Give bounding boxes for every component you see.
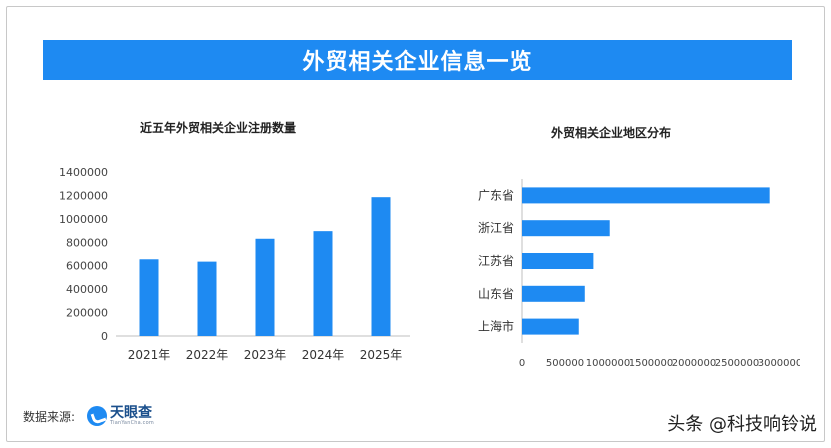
y-tick-label: 1200000 [60,189,108,202]
registration-chart: 0 200000 400000 600000 800000 1000000 1200000 1… [60,166,410,362]
x-tick-label: 2025年 [360,348,403,362]
bar [522,318,579,335]
bar [139,259,159,336]
registration-chart-title: 近五年外贸相关企业注册数量 [140,121,297,135]
data-source: 数据来源: 天眼查 TianYanCha.com [23,406,154,426]
banner-title: 外贸相关企业信息一览 [302,50,533,75]
bar [522,253,594,269]
tianyancha-logo: 天眼查 TianYanCha.com [87,406,154,426]
bar [522,220,610,237]
region-chart-title: 外贸相关企业地区分布 [551,126,672,140]
bar [255,238,275,336]
title-banner: 外贸相关企业信息一览 [43,40,792,80]
watermark: 头条 @科技响铃说 [667,414,817,435]
x-tick-label: 2500000 [715,358,760,369]
x-tick-label: 2024年 [302,348,345,362]
y-tick-label: 600000 [66,260,108,273]
y-tick-label: 广东省 [478,188,514,202]
bar [371,197,391,336]
bar [522,285,585,302]
y-tick-label: 200000 [66,307,108,320]
x-tick-label: 2021年 [128,348,171,362]
bar [313,231,333,336]
y-tick-label: 上海市 [478,319,514,334]
y-tick-label: 0 [101,330,108,343]
y-tick-label: 400000 [66,283,108,296]
x-tick-label: 1500000 [629,358,674,369]
x-tick-label: 3000000 [758,358,800,369]
logo-name: 天眼查 [110,405,153,421]
x-tick-label: 500000 [546,358,584,369]
y-tick-label: 800000 [66,236,108,249]
y-tick-label: 江苏省 [478,254,514,268]
source-label: 数据来源: [23,409,76,424]
x-tick-label: 1000000 [586,358,631,369]
y-tick-label: 山东省 [478,287,514,301]
bar [522,187,770,204]
x-tick-label: 2023年 [244,348,287,362]
y-tick-label: 1000000 [60,213,108,226]
bar [197,261,217,336]
x-tick-label: 2000000 [672,358,717,369]
x-tick-label: 2022年 [186,348,229,362]
logo-icon [87,406,108,426]
logo-subtitle: TianYanCha.com [110,420,154,426]
y-tick-label: 1400000 [60,166,108,179]
outer-frame [6,6,825,442]
x-tick-label: 0 [519,358,525,369]
y-tick-label: 浙江省 [478,221,514,235]
